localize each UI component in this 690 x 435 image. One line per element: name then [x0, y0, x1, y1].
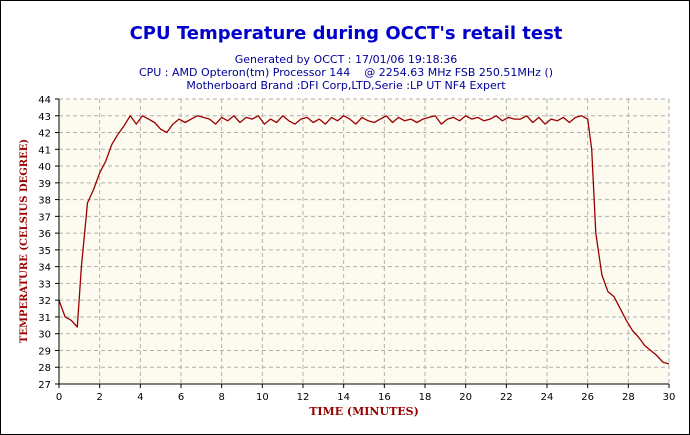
y-tick-label: 44: [38, 95, 51, 106]
y-axis-label: TEMPERATURE (CELSIUS DEGREE): [19, 139, 30, 343]
series-layer: [58, 115, 670, 365]
y-tick-label: 30: [38, 330, 51, 341]
y-tick-label: 37: [38, 212, 51, 223]
y-tick-label: 32: [38, 296, 51, 307]
y-tick-label: 43: [38, 112, 51, 123]
chart-subtitle-line-2: CPU : AMD Opteron(tm) Processor 144 @ 22…: [139, 66, 553, 79]
plot-area: [59, 99, 669, 384]
y-tick-label: 36: [38, 229, 51, 240]
x-tick-label: 0: [56, 392, 62, 403]
chart-subtitle-line-1: Generated by OCCT : 17/01/06 19:18:36: [235, 53, 458, 66]
y-tick-label: 42: [38, 129, 51, 140]
y-tick-label: 35: [38, 246, 51, 257]
chart-subtitle-line-3: Motherboard Brand :DFI Corp,LTD,Serie :L…: [186, 79, 506, 92]
x-tick-label: 24: [541, 392, 554, 403]
x-tick-label: 14: [337, 392, 350, 403]
y-tick-label: 27: [38, 380, 51, 391]
y-tick-label: 29: [38, 346, 51, 357]
x-tick-label: 28: [622, 392, 635, 403]
x-tick-label: 12: [297, 392, 310, 403]
axis-layer: [55, 98, 670, 388]
x-tick-label: 20: [459, 392, 472, 403]
x-tick-label: 30: [663, 392, 676, 403]
y-tick-label: 40: [38, 162, 51, 173]
x-tick-label: 16: [378, 392, 391, 403]
y-tick-label: 39: [38, 179, 51, 190]
chart-title: CPU Temperature during OCCT's retail tes…: [130, 23, 563, 44]
x-tick-label: 26: [581, 392, 594, 403]
x-tick-label: 18: [419, 392, 432, 403]
x-tick-label: 6: [178, 392, 184, 403]
y-tick-label: 41: [38, 145, 51, 156]
x-tick-label: 22: [500, 392, 513, 403]
x-tick-label: 4: [137, 392, 143, 403]
x-tick-label: 10: [256, 392, 269, 403]
y-tick-label: 38: [38, 196, 51, 207]
grid-layer: [58, 98, 670, 385]
x-axis-label: TIME (MINUTES): [309, 405, 419, 418]
y-tick-label: 34: [38, 263, 51, 274]
y-tick-label: 31: [38, 313, 51, 324]
series-line-1: [58, 115, 670, 365]
x-tick-label: 2: [96, 392, 102, 403]
y-tick-label: 33: [38, 279, 51, 290]
x-tick-label: 8: [218, 392, 224, 403]
y-tick-label: 28: [38, 363, 51, 374]
